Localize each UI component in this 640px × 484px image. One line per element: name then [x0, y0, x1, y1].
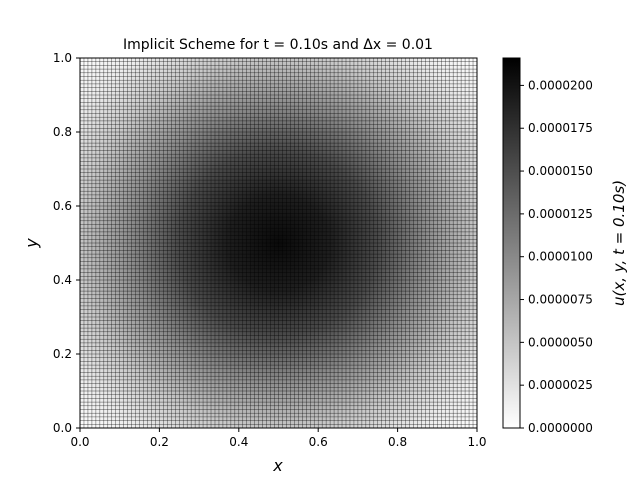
plot-frame — [79, 57, 478, 429]
x-tick-label: 0.0 — [70, 435, 89, 449]
x-tick-label: 0.6 — [309, 435, 328, 449]
x-tick-label: 0.8 — [388, 435, 407, 449]
x-axis-ticks: 0.0 0.2 0.4 0.6 0.8 1.0 — [70, 428, 487, 449]
colorbar-tick-label: 0.0000150 — [528, 164, 593, 178]
plot-area — [79, 57, 478, 429]
colorbar-gradient — [502, 57, 521, 429]
colorbar-tick-label: 0.0000100 — [528, 250, 593, 264]
x-axis-title: x — [272, 456, 283, 475]
colorbar-tick-label: 0.0000000 — [528, 421, 593, 435]
colorbar: 0.0000000 0.0000025 0.0000050 0.0000075 0.00… — [502, 57, 628, 435]
mesh-grid — [80, 58, 477, 428]
chart-title: Implicit Scheme for t = 0.10s and Δx = 0… — [123, 37, 433, 53]
mesh-lines — [80, 58, 477, 428]
y-axis-title: y — [22, 238, 41, 249]
x-tick-label: 0.4 — [229, 435, 248, 449]
colorbar-tick-label: 0.0000025 — [528, 378, 593, 392]
colorbar-ticks: 0.0000000 0.0000025 0.0000050 0.0000075 0.00… — [520, 78, 593, 435]
x-tick-label: 0.2 — [150, 435, 169, 449]
colorbar-tick-label: 0.0000200 — [528, 78, 593, 92]
y-tick-label: 0.8 — [53, 125, 72, 139]
colorbar-tick-label: 0.0000075 — [528, 293, 593, 307]
colorbar-tick-label: 0.0000125 — [528, 207, 593, 221]
colorbar-label: u(x, y, t = 0.10s) — [610, 180, 628, 306]
x-tick-label: 1.0 — [467, 435, 486, 449]
colorbar-tick-label: 0.0000050 — [528, 335, 593, 349]
y-axis-ticks: 0.0 0.2 0.4 0.6 0.8 1.0 — [53, 51, 80, 435]
y-tick-label: 0.2 — [53, 347, 72, 361]
y-tick-label: 0.0 — [53, 421, 72, 435]
colorbar-tick-label: 0.0000175 — [528, 121, 593, 135]
y-tick-label: 0.4 — [53, 273, 72, 287]
y-tick-label: 1.0 — [53, 51, 72, 65]
y-tick-label: 0.6 — [53, 199, 72, 213]
